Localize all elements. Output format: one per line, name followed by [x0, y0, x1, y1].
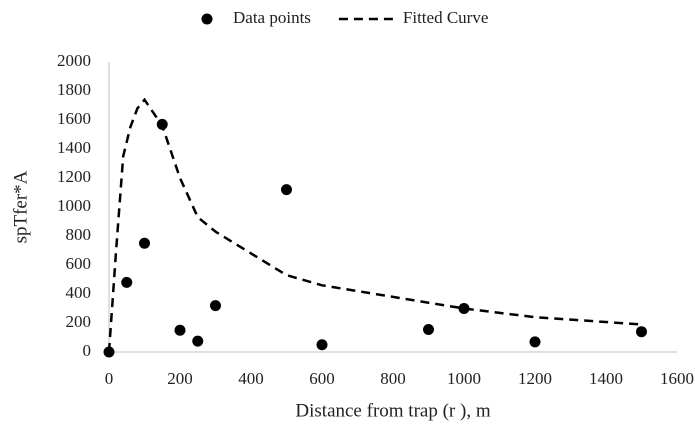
y-tick-label: 2000 — [57, 51, 91, 70]
x-tick-label: 1200 — [518, 369, 552, 388]
data-point — [458, 303, 470, 314]
x-tick-label: 1400 — [589, 369, 623, 388]
data-point — [121, 276, 133, 288]
y-tick-label: 200 — [66, 312, 92, 331]
x-tick-label: 1000 — [447, 369, 481, 388]
legend-label: Fitted Curve — [403, 8, 488, 27]
x-axis-title: Distance from trap (r ), m — [295, 400, 490, 421]
x-tick-label: 600 — [309, 369, 335, 388]
y-tick-label: 0 — [83, 341, 92, 360]
data-point — [281, 184, 292, 196]
data-point — [174, 324, 186, 336]
x-tick-label: 0 — [105, 369, 114, 388]
fitted-curve — [107, 97, 642, 353]
y-tick-label: 1400 — [57, 138, 91, 157]
data-point — [316, 339, 328, 351]
data-point — [423, 324, 434, 336]
data-point — [139, 237, 150, 249]
x-tick-label: 1600 — [660, 369, 694, 388]
y-tick-label: 400 — [66, 283, 92, 302]
y-tick-label: 1000 — [57, 196, 91, 215]
data-point — [210, 300, 221, 312]
y-axis-title: spTfer*A — [10, 170, 31, 243]
data-point — [192, 335, 204, 347]
y-tick-label: 1200 — [57, 167, 91, 186]
y-tick-label: 1600 — [57, 109, 91, 128]
y-tick-label: 800 — [66, 225, 92, 244]
x-tick-label: 200 — [167, 369, 193, 388]
data-point — [636, 326, 647, 338]
x-tick-label: 400 — [238, 369, 264, 388]
data-point — [529, 336, 541, 348]
legend-marker — [201, 13, 213, 25]
y-tick-label: 1800 — [57, 80, 91, 99]
legend-label: Data points — [233, 8, 311, 27]
x-tick-label: 800 — [380, 369, 406, 388]
y-tick-label: 600 — [66, 254, 92, 273]
